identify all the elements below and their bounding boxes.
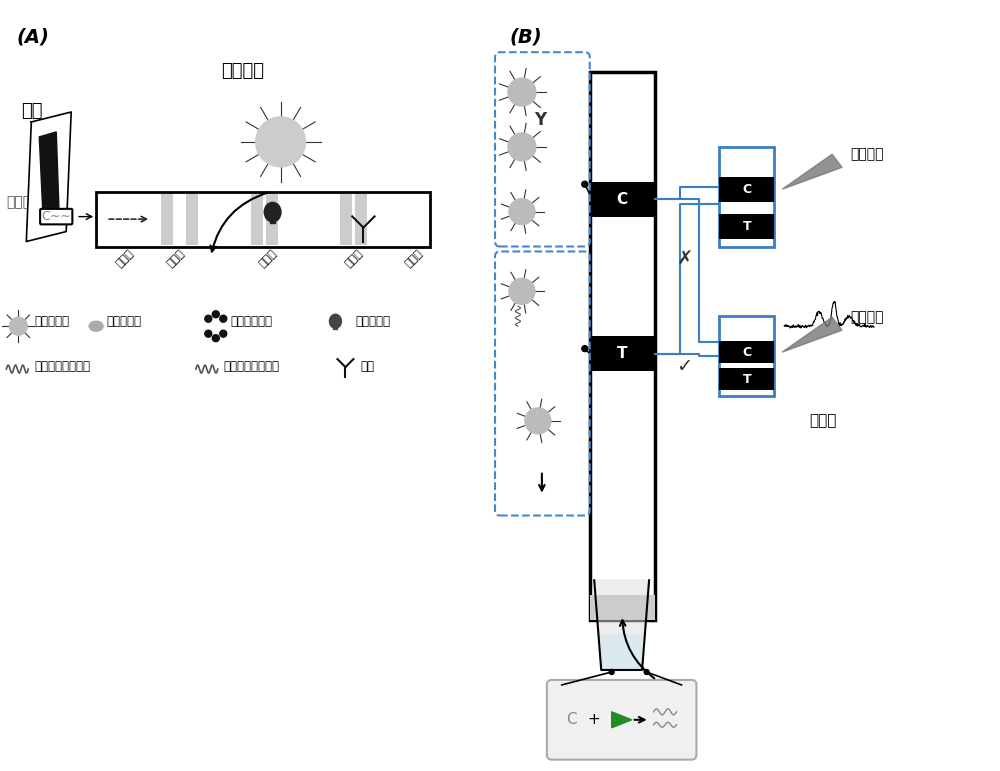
Text: 样品: 样品 — [21, 102, 43, 120]
Text: C: C — [566, 712, 577, 727]
Text: 测试线: 测试线 — [258, 247, 279, 268]
FancyBboxPatch shape — [547, 680, 696, 759]
Text: T: T — [617, 346, 627, 361]
Bar — [590, 182, 655, 217]
Polygon shape — [594, 581, 649, 670]
Text: 钉霏亲和素: 钉霏亲和素 — [355, 315, 390, 328]
Text: Y: Y — [534, 111, 546, 129]
Text: +: + — [587, 712, 600, 727]
Circle shape — [582, 345, 588, 352]
Ellipse shape — [264, 202, 281, 222]
Bar — [719, 316, 774, 396]
Polygon shape — [601, 635, 642, 670]
Text: 结合垫: 结合垫 — [6, 196, 32, 210]
Circle shape — [509, 278, 535, 305]
Bar — [161, 194, 173, 244]
Text: T: T — [743, 372, 751, 386]
Bar — [719, 368, 774, 390]
Text: 无信号: 无信号 — [809, 413, 837, 429]
Text: 金纳米材料: 金纳米材料 — [106, 315, 141, 328]
Bar — [251, 194, 263, 244]
Circle shape — [582, 181, 588, 187]
Bar — [333, 325, 337, 329]
Text: 底物脱氧核糖核酸: 底物脱氧核糖核酸 — [34, 359, 90, 372]
Circle shape — [508, 133, 536, 161]
Circle shape — [205, 315, 212, 322]
Text: 控制线: 控制线 — [343, 247, 365, 268]
Text: T: T — [743, 220, 751, 233]
Circle shape — [212, 311, 219, 318]
Circle shape — [609, 669, 614, 675]
Bar — [186, 194, 198, 244]
Text: C: C — [742, 183, 751, 196]
Polygon shape — [782, 317, 842, 352]
Text: (B): (B) — [510, 27, 543, 46]
Bar — [590, 336, 655, 371]
Text: (A): (A) — [16, 27, 49, 46]
Polygon shape — [612, 712, 632, 728]
Text: 激光检测: 激光检测 — [850, 147, 884, 161]
Bar — [340, 194, 352, 244]
Circle shape — [220, 315, 227, 322]
Bar — [590, 595, 655, 620]
Ellipse shape — [89, 322, 103, 332]
Text: C: C — [742, 345, 751, 359]
Ellipse shape — [329, 315, 341, 328]
Circle shape — [212, 335, 219, 342]
Text: 拉曼报告分子: 拉曼报告分子 — [231, 315, 273, 328]
Text: C∼∼: C∼∼ — [41, 210, 71, 223]
Bar — [96, 192, 430, 247]
Text: 核酸外切醂: 核酸外切醂 — [34, 315, 69, 328]
Circle shape — [644, 669, 649, 675]
Text: ✓: ✓ — [676, 356, 693, 375]
Text: C: C — [617, 192, 628, 207]
Bar — [719, 214, 774, 238]
Circle shape — [9, 317, 27, 335]
Text: 吸收垫: 吸收垫 — [403, 247, 424, 268]
Bar — [355, 194, 367, 244]
Circle shape — [205, 330, 212, 337]
Bar — [719, 341, 774, 363]
Text: ✗: ✗ — [676, 250, 693, 268]
Polygon shape — [39, 132, 59, 221]
Text: 结合垫: 结合垫 — [166, 247, 187, 268]
Text: 样品垫: 样品垫 — [114, 247, 135, 268]
Bar — [590, 72, 655, 620]
Circle shape — [509, 199, 535, 224]
Text: 激光检测: 激光检测 — [850, 310, 884, 325]
Bar — [270, 217, 275, 224]
Bar — [266, 194, 278, 244]
Circle shape — [508, 78, 536, 106]
Circle shape — [220, 330, 227, 337]
Text: 检测脱氧核糖核酸: 检测脱氧核糖核酸 — [224, 359, 280, 372]
Polygon shape — [782, 154, 842, 189]
Bar — [719, 146, 774, 247]
Text: 拉曼探针: 拉曼探针 — [221, 62, 264, 80]
Circle shape — [256, 117, 306, 167]
Bar — [719, 177, 774, 202]
Text: 抗体: 抗体 — [360, 359, 374, 372]
Circle shape — [525, 408, 551, 434]
Polygon shape — [26, 112, 71, 241]
